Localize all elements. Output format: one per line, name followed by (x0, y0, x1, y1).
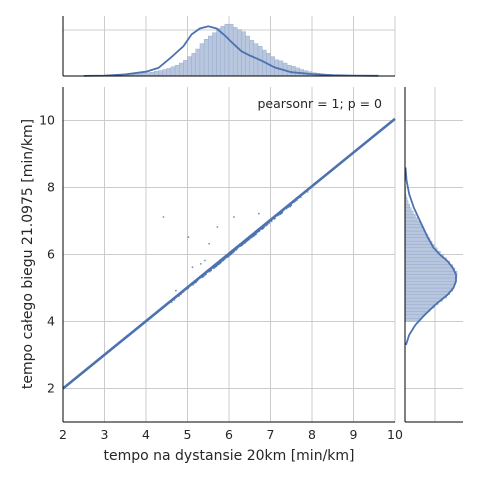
y-marginal-bar (404, 317, 420, 322)
x-marginal-bar (224, 23, 230, 77)
x-marginal-histogram (62, 16, 396, 77)
x-marginal-bar (195, 48, 201, 77)
y-marginal-bar (404, 311, 426, 316)
y-tick-label: 4 (47, 314, 55, 329)
y-marginal-bar (404, 214, 416, 218)
y-marginal-bar (404, 217, 418, 222)
scatter-outlier-point (187, 236, 190, 238)
x-marginal-bar (249, 40, 255, 77)
x-marginal-bar (203, 39, 209, 77)
scatter-outlier-point (216, 226, 219, 228)
x-axis-label: tempo na dystansie 20km [min/km] (104, 448, 355, 464)
x-marginal-bar (178, 62, 184, 77)
x-marginal-bar (149, 72, 155, 77)
x-marginal-bar (237, 29, 242, 77)
x-tick-label: 9 (350, 427, 358, 442)
scatter-outlier-point (208, 242, 210, 245)
y-marginal-bar (404, 277, 457, 282)
x-marginal-bar (187, 56, 192, 77)
y-marginal-bar (404, 264, 454, 269)
scatter-outlier-point (174, 289, 177, 292)
y-marginal-bar (404, 207, 412, 212)
x-marginal-kde-curve (83, 25, 379, 77)
y-marginal-bar (404, 314, 423, 319)
x-tick-label: 5 (184, 427, 192, 442)
y-marginal-bar (404, 240, 433, 245)
y-marginal-bar (404, 297, 443, 302)
x-marginal-bar (291, 66, 296, 77)
y-marginal-bar (404, 267, 456, 272)
x-marginal-bar (162, 69, 167, 77)
y-marginal-bar (404, 274, 458, 279)
y-marginal-histogram (404, 87, 463, 423)
x-tick-label: 3 (101, 427, 109, 442)
y-marginal-bar (404, 254, 444, 259)
y-marginal-bar (404, 307, 431, 312)
y-marginal-bar (404, 281, 456, 285)
y-marginal-bar (404, 271, 458, 275)
x-marginal-bar (199, 43, 205, 77)
scatter-outlier-point (204, 259, 206, 262)
y-marginal-bar (404, 204, 410, 208)
y-marginal-bar (404, 304, 435, 309)
x-marginal-bar (216, 28, 221, 77)
y-marginal-bar (404, 237, 431, 242)
y-tick-labels: 2 4 6 8 10 (39, 113, 55, 396)
y-marginal-bar (404, 224, 422, 228)
y-marginal-bar (404, 284, 455, 289)
x-marginal-bar (191, 53, 196, 77)
y-marginal-bar (404, 261, 450, 265)
x-marginal-bar (183, 60, 188, 77)
x-tick-label: 4 (142, 427, 150, 442)
y-marginal-kde-curve (404, 167, 457, 346)
joint-scatter-plot: 2 3 4 5 6 7 8 9 10 2 4 6 8 10 pearsonr = 1; p = 0 te… (20, 87, 403, 464)
x-tick-label: 10 (387, 427, 403, 442)
y-marginal-bar (404, 234, 429, 238)
y-tick-label: 6 (47, 247, 55, 262)
scatter-outlier-point (191, 266, 194, 269)
y-marginal-bar (404, 244, 435, 248)
y-marginal-bar (404, 227, 424, 232)
y-tick-label: 2 (47, 381, 55, 396)
x-marginal-bar (174, 64, 180, 77)
x-marginal-bar (232, 27, 238, 77)
x-marginal-bar (170, 66, 176, 77)
y-marginal-bar (404, 287, 454, 292)
y-marginal-bar (404, 230, 426, 235)
x-tick-label: 8 (308, 427, 316, 442)
x-tick-label: 7 (267, 427, 275, 442)
y-tick-label: 8 (47, 180, 55, 195)
pearson-annotation: pearsonr = 1; p = 0 (257, 96, 382, 111)
x-marginal-bar (228, 23, 234, 77)
y-marginal-bar (404, 294, 447, 299)
x-marginal-bar (208, 35, 213, 77)
y-tick-label: 10 (39, 113, 55, 128)
y-axis-label: tempo całego biegu 21.0975 [min/km] (20, 119, 36, 389)
joint-grid (62, 87, 396, 422)
x-tick-label: 6 (225, 427, 233, 442)
x-marginal-bar (154, 70, 159, 77)
y-marginal-bar (404, 257, 447, 262)
y-marginal-bar (404, 301, 439, 305)
x-marginal-bar (158, 70, 163, 77)
y-marginal-bar (404, 250, 441, 255)
y-marginal-bar (404, 291, 450, 295)
y-marginal-bar (404, 247, 438, 252)
x-tick-labels: 2 3 4 5 6 7 8 9 10 (59, 427, 403, 442)
x-tick-label: 2 (59, 427, 67, 442)
y-marginal-bar (404, 210, 414, 215)
scatter-outlier-point (199, 262, 202, 265)
scatter-outlier-point (257, 212, 260, 215)
scatter-outlier-point (233, 216, 235, 218)
scatter-outlier-point (162, 216, 165, 218)
y-marginal-bar (404, 220, 420, 225)
x-marginal-bar (166, 68, 172, 77)
x-marginal-bar (212, 32, 217, 77)
regression-line (62, 117, 396, 390)
